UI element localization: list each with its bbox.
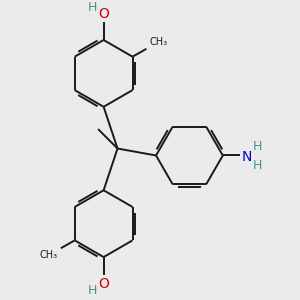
Text: H: H [87,284,97,297]
Text: H: H [253,159,262,172]
Text: CH₃: CH₃ [149,38,167,47]
Text: CH₃: CH₃ [40,250,58,260]
Text: H: H [87,1,97,14]
Text: O: O [98,277,109,290]
Text: O: O [98,7,109,21]
Text: N: N [242,150,252,164]
Text: H: H [253,140,262,153]
